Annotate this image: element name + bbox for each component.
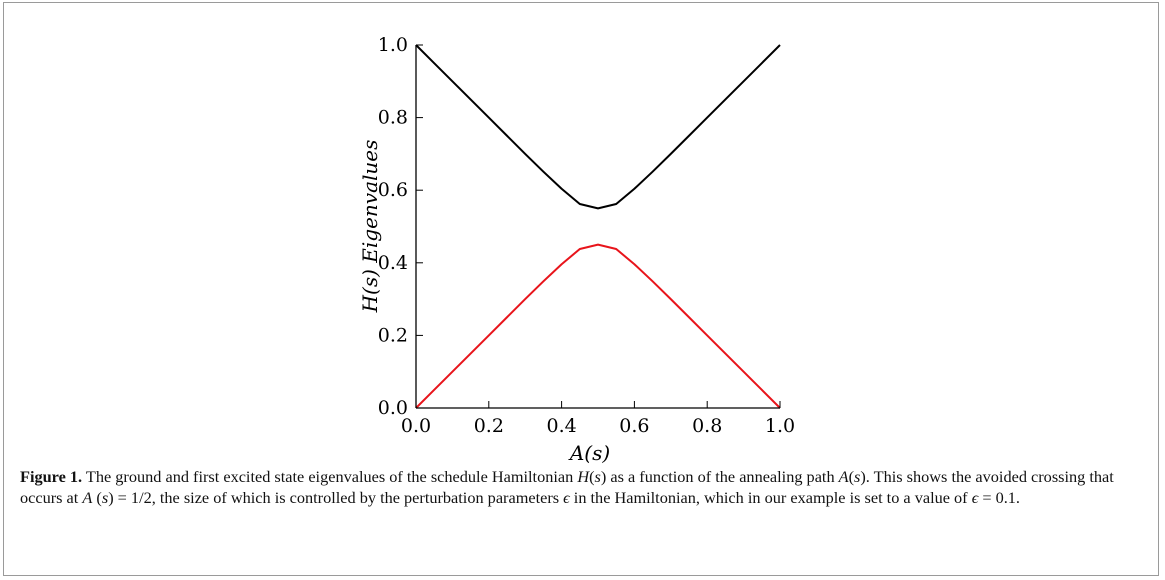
x-tick-label: 0.4	[546, 415, 576, 437]
ticks: 0.0 0.2 0.4 0.6 0.8 1.0 0.0 0.2 0.4 0.6 0.8 1.0	[378, 34, 795, 437]
x-axis-label: A(s)	[568, 441, 610, 465]
caption-run: in the Hamiltonian, which in our example…	[569, 488, 972, 507]
axes	[415, 45, 780, 409]
figure-label: Figure 1.	[20, 467, 83, 486]
y-tick-label: 1.0	[378, 34, 408, 56]
caption-run: ) = 1/2, the size of which is controlled…	[108, 488, 564, 507]
caption-run: ϵ	[563, 488, 570, 507]
caption-run: A	[82, 488, 93, 507]
x-tick-label: 0.0	[401, 415, 431, 437]
caption-run: s	[854, 467, 861, 486]
caption-run: (	[848, 467, 855, 486]
x-tick-label: 0.2	[474, 415, 504, 437]
eigenvalue-chart: 0.0 0.2 0.4 0.6 0.8 1.0 0.0 0.2 0.4 0.6 0.8 1.0 A(s…	[358, 34, 795, 465]
x-tick-label: 0.6	[619, 415, 649, 437]
caption-run: H	[577, 467, 590, 486]
y-tick-label: 0.2	[378, 324, 408, 346]
caption-run: ϵ	[971, 488, 979, 507]
caption-run: s	[101, 488, 109, 507]
figure-frame	[3, 2, 1159, 576]
y-tick-label: 0.6	[378, 179, 408, 201]
figure-caption: Figure 1. The ground and first excited s…	[20, 466, 1145, 508]
caption-run: = 0.1.	[978, 488, 1020, 507]
excited-state-line	[415, 44, 781, 210]
y-tick-label: 0.0	[378, 397, 408, 419]
y-tick-label: 0.4	[378, 252, 408, 274]
ground-state-line	[415, 243, 781, 409]
caption-text: The ground and first excited state eigen…	[20, 467, 1114, 507]
caption-run: The ground and first excited state eigen…	[82, 467, 578, 486]
caption-run: (	[589, 467, 595, 486]
y-tick-label: 0.8	[378, 107, 408, 129]
caption-run: s	[594, 467, 601, 486]
x-tick-label: 0.8	[692, 415, 722, 437]
caption-run: ) as a function of the annealing path	[600, 467, 839, 486]
y-axis-label: H(s) Eigenvalues	[358, 140, 382, 314]
caption-run: ). This shows the avoided crossing that …	[20, 467, 1114, 507]
plot-area	[415, 44, 781, 409]
x-tick-label: 1.0	[765, 415, 795, 437]
caption-run: A	[838, 467, 849, 486]
caption-run: (	[92, 488, 102, 507]
